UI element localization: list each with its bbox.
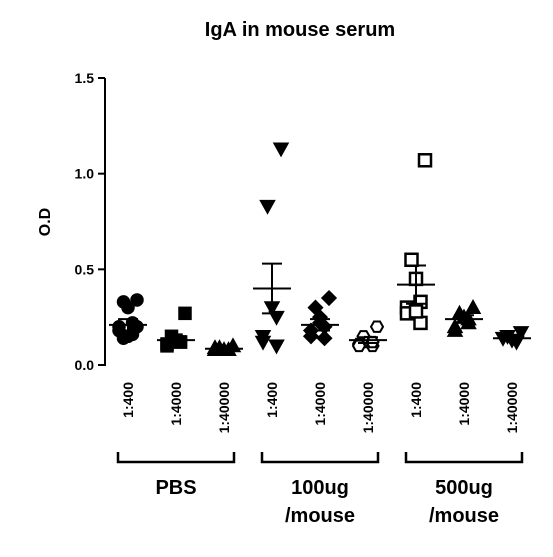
group-label: PBS [155, 477, 196, 499]
point [413, 315, 428, 331]
group-label: 100ug [291, 477, 349, 499]
point [404, 252, 419, 268]
point [464, 299, 482, 314]
x-tick-label: 1:4000 [168, 382, 184, 426]
point [272, 142, 290, 158]
y-tick-label: 1.5 [75, 70, 95, 86]
group-bracket [260, 452, 380, 464]
point [121, 300, 135, 315]
y-axis-label: O.D [37, 208, 54, 236]
point [408, 304, 424, 319]
point [320, 289, 338, 307]
y-tick-label: 1.0 [75, 166, 95, 182]
x-tick-label: 1:400 [120, 382, 136, 418]
point [116, 331, 131, 345]
point [446, 322, 464, 337]
x-tick-label: 1:4000 [312, 382, 328, 426]
point [178, 306, 192, 321]
point [160, 339, 174, 353]
point [369, 320, 385, 333]
x-tick-label: 1:4000 [456, 382, 472, 426]
point [259, 199, 276, 215]
x-tick-label: 1:400 [408, 382, 424, 418]
group-label: /mouse [429, 505, 499, 527]
x-tick-label: 1:40000 [360, 382, 376, 434]
point [316, 330, 333, 347]
group-bracket [404, 452, 524, 464]
point [268, 310, 285, 326]
point [512, 326, 530, 342]
group-label: 500ug [435, 477, 493, 499]
group-label: /mouse [285, 505, 355, 527]
chart-title: IgA in mouse serum [205, 19, 395, 41]
point [302, 328, 320, 345]
y-tick-label: 0.5 [75, 261, 95, 277]
point [130, 293, 144, 307]
group-bracket [116, 452, 236, 464]
x-tick-label: 1:400 [264, 382, 280, 418]
point [417, 153, 433, 168]
point [268, 339, 285, 355]
x-tick-label: 1:40000 [216, 382, 232, 434]
y-tick-label: 0.0 [75, 357, 95, 373]
point [254, 335, 272, 351]
x-tick-label: 1:40000 [504, 382, 520, 434]
